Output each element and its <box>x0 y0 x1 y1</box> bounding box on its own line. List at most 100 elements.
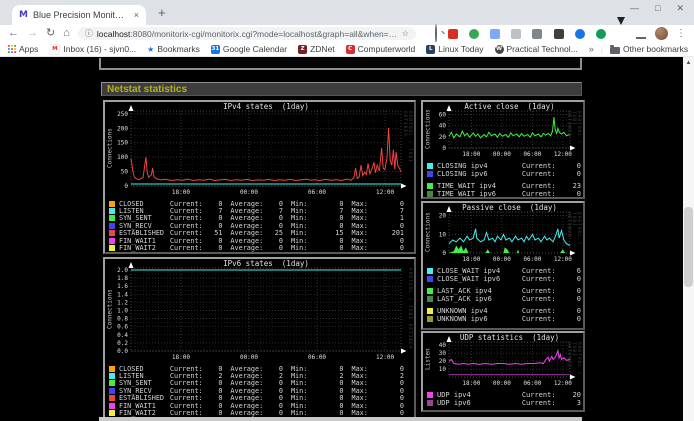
svg-text:00:00: 00:00 <box>240 354 258 361</box>
rrdtool-watermark: RRDTOOL / TOBI OETIKER <box>566 212 581 253</box>
chart-ylabel: Connections <box>424 212 432 253</box>
copy-pages-extension-icon[interactable] <box>490 29 500 39</box>
ipv6-states-chart[interactable]: 0.00.20.40.60.81.01.21.41.61.82.018:0000… <box>105 259 414 363</box>
legend-row: CLOSE_WAIT ipv6Current:0 <box>427 275 581 283</box>
udp-statistics-legend: UDP ipv4Current:20UDP ipv6Current:3 <box>423 389 583 407</box>
bookmarks-overflow-chevron[interactable]: » <box>589 44 594 54</box>
browser-menu-icon[interactable]: ⋮ <box>676 28 686 39</box>
rrdtool-watermark: RRDTOOL / TOBI OETIKER <box>566 111 581 148</box>
legend-current-value: 0 <box>563 190 581 198</box>
svg-text:06:00: 06:00 <box>523 380 541 387</box>
green-circle-extension-icon[interactable] <box>596 29 606 39</box>
legend-current-value: 3 <box>563 399 581 407</box>
url-text[interactable]: localhost:8080/monitorix-cgi/monitorix.c… <box>97 29 398 39</box>
wheel-extension-icon[interactable] <box>532 29 542 39</box>
legend-swatch <box>109 403 115 409</box>
passive-close-chart[interactable]: 0102018:0000:0006:0012:00Passive close (… <box>423 203 583 265</box>
reload-button[interactable]: ↻ <box>46 28 55 39</box>
window-maximize-button[interactable]: □ <box>655 3 660 14</box>
legend-stat-value: 0 <box>204 409 222 417</box>
svg-text:0: 0 <box>442 250 446 257</box>
scrollbar-up-button[interactable]: ▲ <box>683 58 694 68</box>
address-bar[interactable]: ⓘ localhost:8080/monitorix-cgi/monitorix… <box>78 27 416 40</box>
netstat-section-header: Netstat statistics <box>101 82 582 96</box>
dark-square-extension-icon[interactable] <box>554 29 564 39</box>
legend-stat-value: 0 <box>204 244 222 252</box>
legend-stat-name: Average: <box>230 244 264 252</box>
tab-close-icon[interactable]: × <box>134 10 139 20</box>
svg-text:0.0: 0.0 <box>117 348 128 355</box>
legend-swatch <box>427 316 433 322</box>
svg-text:50: 50 <box>121 169 129 176</box>
bookmark-item-practical-technology[interactable]: W Practical Technol... <box>495 44 578 54</box>
passive-close-panel: 0102018:0000:0006:0012:00Passive close (… <box>421 201 585 330</box>
legend-swatch <box>427 296 433 302</box>
legend-swatch <box>427 288 433 294</box>
pin-extensions-icon[interactable] <box>617 25 625 43</box>
scrollbar-thumb[interactable] <box>684 207 693 287</box>
legend-row: CLOSING ipv4Current:0 <box>427 162 581 170</box>
legend-swatch <box>109 208 115 214</box>
ipv6-states-legend: CLOSEDCurrent:0Average:0Min:0Max:0LISTEN… <box>105 363 414 417</box>
active-close-panel: 020406018:0000:0006:0012:00Active close … <box>421 100 585 199</box>
legend-current-name: Current: <box>522 190 563 198</box>
bookmark-item-computerworld[interactable]: C Computerworld <box>346 44 416 54</box>
site-info-icon[interactable]: ⓘ <box>85 28 93 39</box>
page-scrollbar[interactable]: ▲ <box>683 57 694 421</box>
legend-row: CLOSING ipv6Current:0 <box>427 170 581 178</box>
legend-row: FIN_WAIT2Current:0Average:0Min:0Max:0 <box>109 244 412 251</box>
bookmark-item-linux-today[interactable]: L Linux Today <box>426 44 483 54</box>
gmail-extension-icon[interactable] <box>448 29 458 39</box>
forward-button[interactable]: → <box>27 28 38 39</box>
green-badge-extension-icon[interactable] <box>469 29 479 39</box>
computerworld-icon: C <box>346 45 355 54</box>
home-button[interactable]: ⌂ <box>63 28 70 39</box>
svg-text:18:00: 18:00 <box>462 256 480 263</box>
legend-current-name: Current: <box>522 391 563 399</box>
other-bookmarks-button[interactable]: Other bookmarks <box>610 44 688 54</box>
window-minimize-button[interactable]: — <box>630 3 639 14</box>
chart-ylabel: Connections <box>106 268 114 351</box>
bookmark-item-inbox[interactable]: M Inbox (16) - sjvn0... <box>49 44 136 55</box>
bookmark-item-bookmarks[interactable]: ★ Bookmarks <box>147 44 200 54</box>
legend-label: LAST_ACK ipv4 <box>437 287 522 295</box>
svg-text:06:00: 06:00 <box>308 189 326 196</box>
udp-statistics-chart[interactable]: 1020304018:0000:0006:0012:00UDP statisti… <box>423 333 583 389</box>
legend-stat-name: Max: <box>351 244 385 252</box>
svg-text:150: 150 <box>117 140 128 147</box>
profile-avatar[interactable] <box>655 27 668 40</box>
svg-text:10: 10 <box>439 231 447 238</box>
legend-swatch <box>109 388 115 394</box>
ipv4-states-chart[interactable]: 05010015020025018:0000:0006:0012:00IPv4 … <box>105 102 414 198</box>
svg-text:0.6: 0.6 <box>117 324 128 331</box>
legend-current-name: Current: <box>522 162 563 170</box>
legend-stat-value: 0 <box>386 244 404 252</box>
svg-text:2.0: 2.0 <box>117 267 128 274</box>
bookmark-item-apps[interactable]: Apps <box>8 44 38 54</box>
blue-circle-extension-icon[interactable] <box>575 29 585 39</box>
svg-text:10: 10 <box>439 366 447 373</box>
legend-stat-value: 0 <box>325 409 343 417</box>
back-button[interactable]: ← <box>8 28 19 39</box>
legend-label: UNKNOWN ipv6 <box>437 315 522 323</box>
new-tab-button[interactable]: + <box>158 6 166 19</box>
legend-row: TIME_WAIT ipv4Current:23 <box>427 182 581 190</box>
search-extension-icon[interactable] <box>435 25 437 43</box>
bookmark-item-zdnet[interactable]: Z ZDNet <box>298 44 335 54</box>
gmail-icon: M <box>49 44 60 55</box>
legend-current-value: 6 <box>563 267 581 275</box>
bookmark-star-icon[interactable]: ☆ <box>402 29 409 38</box>
legend-swatch <box>109 380 115 386</box>
legend-swatch <box>427 276 433 282</box>
svg-text:1.6: 1.6 <box>117 283 128 290</box>
browser-tab[interactable]: M Blue Precision Monitorix × <box>12 5 146 25</box>
active-close-chart[interactable]: 020406018:0000:0006:0012:00Active close … <box>423 102 583 160</box>
svg-text:1.4: 1.4 <box>117 291 128 298</box>
gray-extension-icon[interactable] <box>511 29 521 39</box>
bookmark-item-google-calendar[interactable]: 31 Google Calendar <box>211 44 287 54</box>
legend-label: TIME_WAIT ipv4 <box>437 182 522 190</box>
svg-text:12:00: 12:00 <box>554 151 572 158</box>
previous-section-bottom <box>99 58 582 70</box>
tab-title: Blue Precision Monitorix <box>33 10 129 20</box>
window-close-button[interactable]: ✕ <box>676 3 684 14</box>
